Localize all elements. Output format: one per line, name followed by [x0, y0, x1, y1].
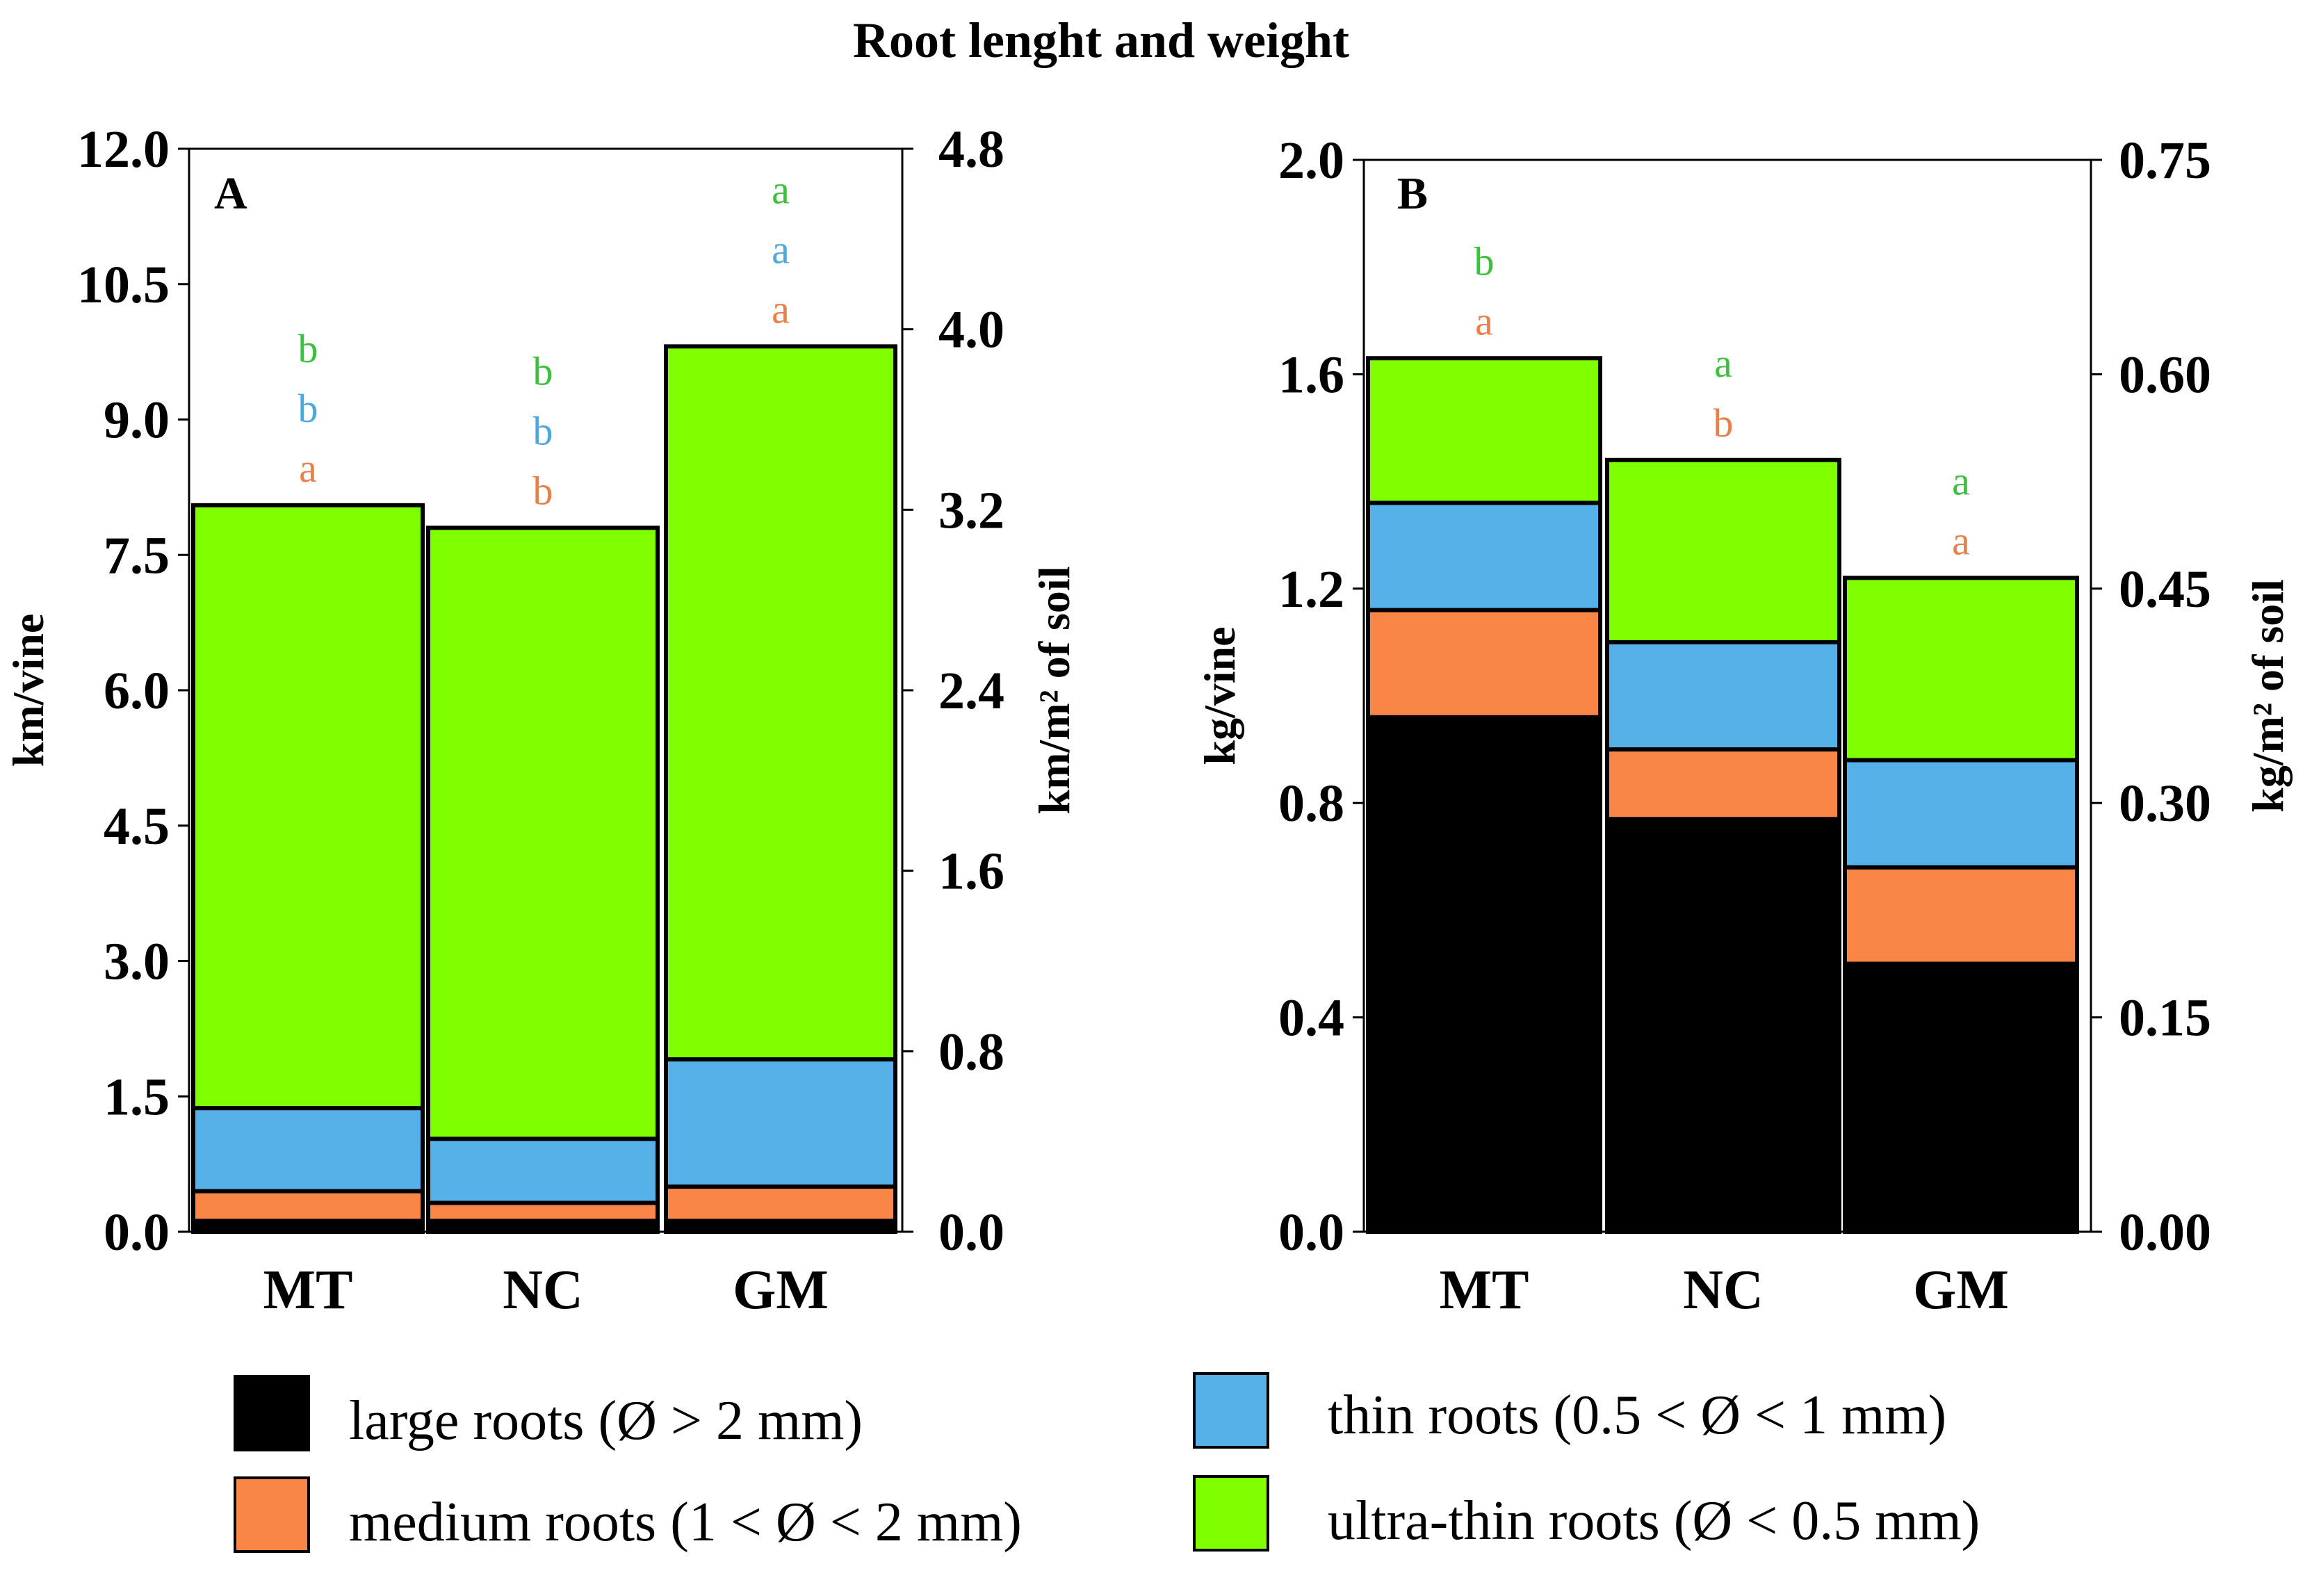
sig-letter-b-mt-medium: a: [1475, 298, 1493, 343]
legend-swatch-large: [234, 1375, 310, 1451]
sig-letter-b-nc-ultra: a: [1714, 341, 1732, 386]
bar-b-gm-medium: [1843, 865, 2079, 966]
y-tick-label: 3.0: [104, 933, 170, 991]
y-axis-label: kg/vine: [1195, 626, 1244, 765]
y-right-tick-label: 0.0: [938, 1203, 1004, 1262]
sig-letter-a-nc-ultra: b: [533, 348, 553, 393]
y-right-tick-label: 4.0: [938, 301, 1004, 359]
bar-b-gm-ultra: [1843, 576, 2079, 763]
bar-a-gm-ultra: [664, 344, 897, 1062]
legend: large roots (Ø > 2 mm) thin roots (0.5 < …: [234, 1372, 1980, 1553]
sig-letter-a-mt-medium: a: [299, 446, 317, 491]
panel-a-chart: abbMTbbbNCaaaGM0.01.53.04.56.07.59.010.5…: [3, 120, 1079, 1321]
y-right-axis-label: kg/m² of soil: [2243, 579, 2293, 813]
y-right-tick-label: 0.75: [2119, 131, 2211, 190]
sig-letter-b-mt-ultra: b: [1474, 238, 1495, 284]
sig-letter-b-nc-medium: b: [1713, 400, 1734, 446]
y-right-tick-label: 0.8: [938, 1023, 1004, 1081]
legend-swatch-ultra: [1193, 1475, 1269, 1552]
sig-letter-b-gm-ultra: a: [1952, 458, 1970, 503]
y-tick-label: 6.0: [104, 662, 170, 720]
legend-swatch-medium: [234, 1476, 310, 1553]
sig-letter-a-nc-thin: b: [533, 408, 553, 453]
figure-title: Root lenght and weight: [853, 13, 1349, 68]
sig-letter-a-gm-thin: a: [772, 227, 790, 272]
bar-b-mt-ultra: [1366, 356, 1602, 505]
category-label-gm: GM: [1913, 1260, 2009, 1321]
category-label-mt: MT: [263, 1260, 353, 1321]
bar-b-nc-thin: [1605, 640, 1841, 752]
category-label-nc: NC: [1683, 1260, 1764, 1321]
bar-a-nc-medium: [426, 1200, 660, 1223]
bar-a-mt-thin: [191, 1106, 425, 1194]
bar-a-nc-thin: [426, 1137, 660, 1205]
panel-label-b: B: [1397, 168, 1428, 219]
y-right-tick-label: 0.15: [2119, 989, 2211, 1048]
y-right-tick-label: 0.00: [2119, 1203, 2211, 1262]
legend-label-thin: thin roots (0.5 < Ø < 1 mm): [1328, 1385, 1946, 1446]
sig-letter-a-mt-thin: b: [298, 386, 318, 431]
sig-letter-b-gm-medium: a: [1952, 518, 1970, 563]
bar-b-nc-ultra: [1605, 457, 1841, 644]
sig-letter-a-gm-medium: a: [772, 286, 790, 332]
y-right-tick-label: 0.30: [2119, 774, 2211, 833]
y-right-tick-label: 0.60: [2119, 345, 2211, 404]
sig-letter-a-nc-medium: b: [533, 468, 553, 513]
sig-letter-a-mt-ultra: b: [298, 326, 318, 371]
bar-a-mt-medium: [191, 1189, 425, 1223]
y-tick-label: 7.5: [104, 526, 170, 585]
sig-letter-a-gm-ultra: a: [772, 167, 790, 212]
plot-frame-b: [1362, 158, 2092, 1233]
y-tick-label: 1.6: [1278, 345, 1344, 404]
category-label-nc: NC: [503, 1260, 583, 1321]
bar-b-nc-large: [1605, 817, 1841, 1234]
y-axis-label: km/vine: [3, 614, 53, 767]
panel-b-chart: abMTbaNCaaGM0.00.40.81.21.62.00.000.150.…: [1195, 131, 2293, 1321]
y-tick-label: 4.5: [104, 797, 170, 856]
y-tick-label: 0.0: [1278, 1203, 1344, 1262]
y-tick-label: 0.0: [104, 1203, 170, 1262]
legend-label-large: large roots (Ø > 2 mm): [349, 1390, 863, 1451]
y-right-tick-label: 3.2: [938, 481, 1004, 539]
y-tick-label: 0.8: [1278, 774, 1344, 833]
bar-b-mt-thin: [1366, 500, 1602, 612]
bar-a-gm-medium: [664, 1184, 897, 1223]
bar-a-mt-ultra: [191, 503, 425, 1111]
y-tick-label: 1.5: [104, 1068, 170, 1126]
bar-b-gm-large: [1843, 961, 2079, 1234]
y-right-tick-label: 4.8: [938, 120, 1004, 179]
y-tick-label: 10.5: [77, 256, 170, 314]
legend-label-ultra: ultra-thin roots (Ø < 0.5 mm): [1328, 1490, 1980, 1552]
bar-a-nc-ultra: [426, 526, 660, 1141]
y-tick-label: 2.0: [1278, 131, 1344, 190]
legend-label-medium: medium roots (1 < Ø < 2 mm): [349, 1492, 1022, 1553]
y-right-tick-label: 2.4: [938, 662, 1004, 720]
bar-b-mt-large: [1366, 715, 1602, 1234]
y-tick-label: 1.2: [1278, 560, 1344, 619]
y-tick-label: 12.0: [77, 120, 170, 179]
y-right-axis-label: km/m² of soil: [1029, 567, 1079, 815]
bar-b-nc-medium: [1605, 747, 1841, 822]
category-label-mt: MT: [1440, 1260, 1529, 1321]
bar-b-mt-medium: [1366, 608, 1602, 719]
panel-label-a: A: [214, 168, 247, 219]
bar-b-gm-thin: [1843, 758, 2079, 870]
bar-a-gm-thin: [664, 1057, 897, 1189]
category-label-gm: GM: [733, 1260, 829, 1321]
y-right-tick-label: 1.6: [938, 842, 1004, 901]
y-right-tick-label: 0.45: [2119, 560, 2211, 619]
y-tick-label: 9.0: [104, 391, 170, 450]
y-tick-label: 0.4: [1278, 989, 1344, 1048]
legend-swatch-thin: [1193, 1372, 1269, 1449]
